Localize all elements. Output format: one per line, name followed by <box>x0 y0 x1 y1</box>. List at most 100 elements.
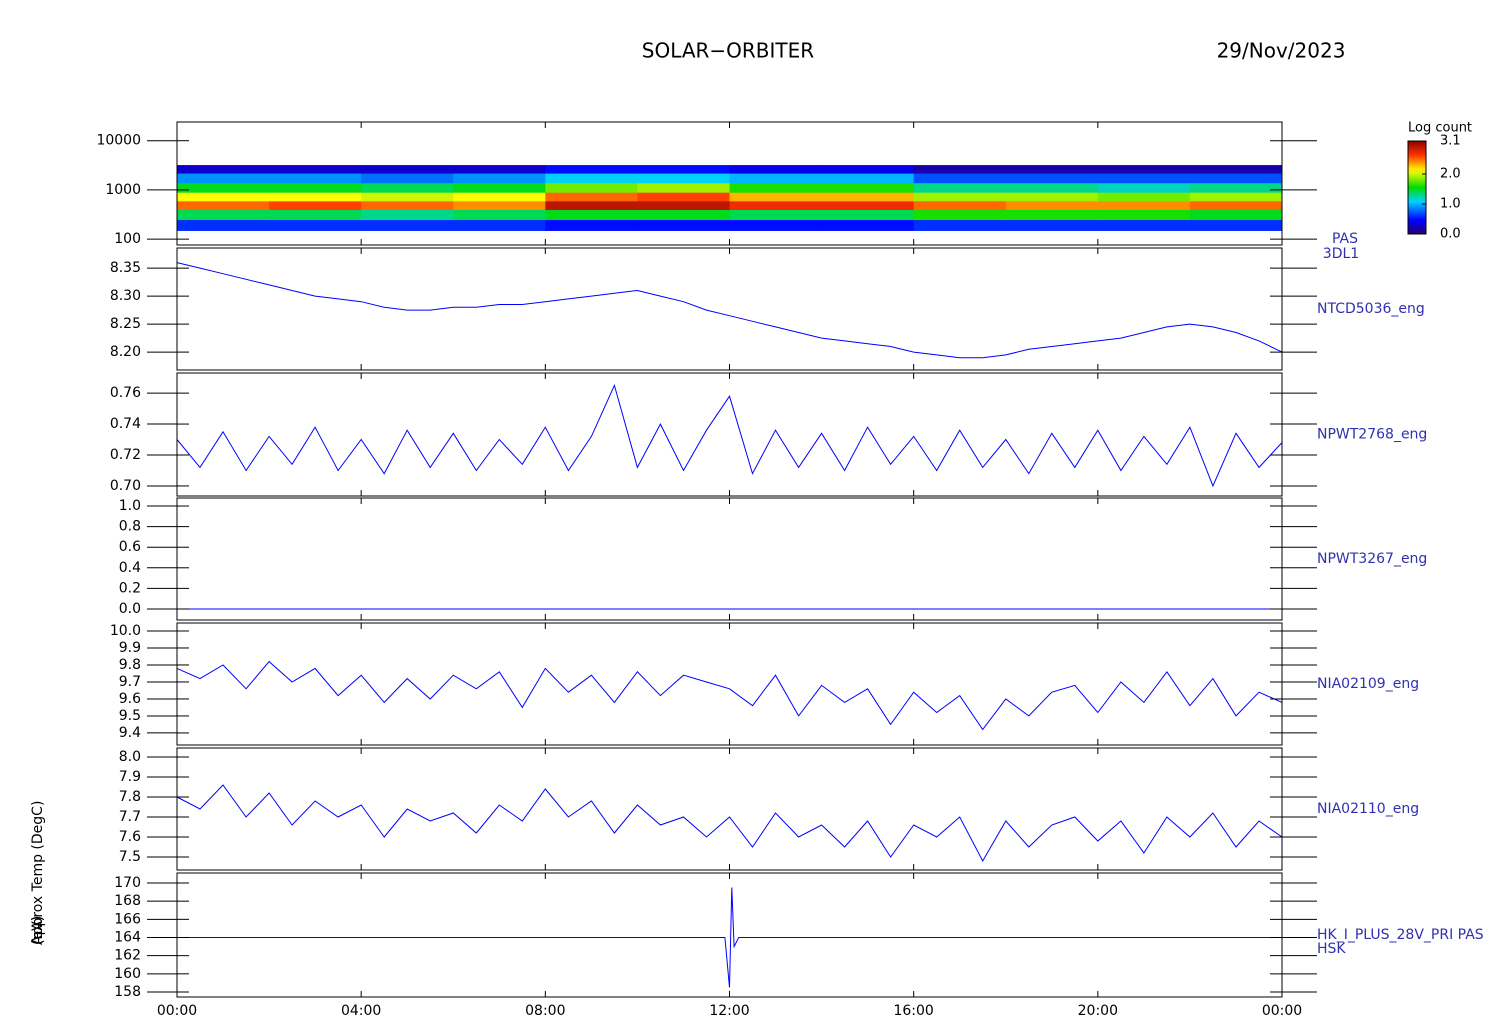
y-tick-label: 8.35 <box>110 260 141 276</box>
heatmap-cell <box>1005 219 1099 231</box>
heatmap-cell <box>269 209 362 221</box>
y-tick-label: 7.7 <box>119 809 141 825</box>
heatmap-cell <box>361 173 454 184</box>
heatmap-cell <box>177 182 270 193</box>
heatmap-cell <box>361 219 454 231</box>
panel-frame <box>176 497 1283 621</box>
heatmap-cell <box>637 182 730 193</box>
y-tick-label: 9.4 <box>119 725 141 741</box>
heatmap-cell <box>637 165 730 174</box>
heatmap-cell <box>545 182 638 193</box>
heatmap-cell <box>1189 219 1283 231</box>
heatmap-cell <box>453 165 546 174</box>
colorbar-tick-label: 2.0 <box>1440 167 1461 182</box>
heatmap-cell <box>821 192 915 202</box>
heatmap-cell <box>729 209 823 221</box>
heatmap-cell <box>913 209 1007 221</box>
y-tick-label: 0.4 <box>119 560 141 576</box>
heatmap-cell <box>1189 165 1283 174</box>
heatmap-cell <box>637 173 730 184</box>
heatmap-cell <box>269 192 362 202</box>
heatmap-cell <box>1189 200 1283 211</box>
colorbar-tick-label: 1.0 <box>1440 197 1461 212</box>
x-tick-label: 12:00 <box>709 1003 749 1019</box>
heatmap-cell <box>545 200 638 211</box>
y-tick-label: 9.9 <box>119 640 141 656</box>
y-tick-label: 8.20 <box>110 344 141 360</box>
heatmap-cell <box>177 209 270 221</box>
heatmap-cell <box>361 200 454 211</box>
y-tick-label: 7.6 <box>119 829 141 845</box>
chart-date: 29/Nov/2023 <box>1217 39 1346 63</box>
colorbar-title: Log count <box>1408 121 1472 136</box>
panel-label: NPWT2768_eng <box>1317 427 1427 443</box>
y-tick-label: 9.8 <box>119 657 141 673</box>
y-tick-label: 164 <box>114 929 141 945</box>
heatmap-cell <box>453 219 546 231</box>
panel-label: NIA02109_eng <box>1317 676 1419 692</box>
series-line <box>176 784 1283 863</box>
heatmap-cell <box>1005 165 1099 174</box>
heatmap-cell <box>177 192 270 202</box>
y-tick-label: 7.5 <box>119 849 141 865</box>
x-tick-label: 00:00 <box>1262 1003 1302 1019</box>
heatmap-cell <box>1005 182 1099 193</box>
y-tick-label: 1000 <box>105 182 141 198</box>
heatmap-cell <box>453 200 546 211</box>
heatmap-cell <box>729 219 823 231</box>
heatmap-cell <box>361 192 454 202</box>
heatmap-cell <box>637 219 730 231</box>
heatmap-cell <box>913 200 1007 211</box>
heatmap-cell <box>1005 209 1099 221</box>
panel-label: PAS <box>1332 231 1358 247</box>
heatmap-cell <box>361 182 454 193</box>
colorbar <box>1407 140 1427 235</box>
heatmap-cell <box>453 192 546 202</box>
series-line <box>177 887 1282 988</box>
series-line <box>176 262 1283 359</box>
heatmap-cell <box>269 173 362 184</box>
y-tick-label: 9.5 <box>119 708 141 724</box>
heatmap-cell <box>545 165 638 174</box>
y-tick-label: 0.72 <box>110 447 141 463</box>
y-tick-label: 162 <box>114 948 141 964</box>
heatmap-cell <box>913 165 1007 174</box>
heatmap-cell <box>637 192 730 202</box>
heatmap-cell <box>1097 219 1191 231</box>
heatmap-cell <box>637 209 730 221</box>
panel-label: HSK <box>1317 941 1346 957</box>
heatmap-cell <box>269 200 362 211</box>
y-tick-label: 0.8 <box>119 519 141 535</box>
heatmap-cell <box>729 200 823 211</box>
heatmap-cell <box>821 200 915 211</box>
x-tick-label: 20:00 <box>1078 1003 1118 1019</box>
x-tick-label: 16:00 <box>893 1003 933 1019</box>
y-tick-label: 8.30 <box>110 288 141 304</box>
x-tick-label: 00:00 <box>157 1003 197 1019</box>
y-tick-label: 10000 <box>96 133 141 149</box>
panel-label: 3DL1 <box>1323 246 1359 262</box>
panel-label: NIA02110_eng <box>1317 801 1419 817</box>
heatmap-cell <box>177 173 270 184</box>
y-axis-label: Approx Temp (DegC) <box>30 801 46 945</box>
heatmap-cell <box>177 165 270 174</box>
y-tick-label: 0.2 <box>119 580 141 596</box>
heatmap-cell <box>177 219 270 231</box>
chart-title: SOLAR−ORBITER <box>642 39 814 63</box>
y-tick-label: 7.8 <box>119 789 141 805</box>
series-line <box>176 383 1283 488</box>
y-axis-label: (nA) <box>30 916 46 945</box>
heatmap-cell <box>729 192 823 202</box>
heatmap-cell <box>453 173 546 184</box>
panel-frame <box>176 622 1283 746</box>
heatmap-cell <box>545 209 638 221</box>
y-tick-label: 166 <box>114 911 141 927</box>
heatmap-cell <box>269 219 362 231</box>
y-axis-label: (eV) <box>30 916 46 945</box>
y-tick-label: 0.74 <box>110 416 141 432</box>
y-tick-label: 0.0 <box>119 601 141 617</box>
heatmap-cell <box>1005 173 1099 184</box>
heatmap-cell <box>1097 209 1191 221</box>
x-tick-label: 04:00 <box>341 1003 381 1019</box>
y-tick-label: 158 <box>114 984 141 1000</box>
